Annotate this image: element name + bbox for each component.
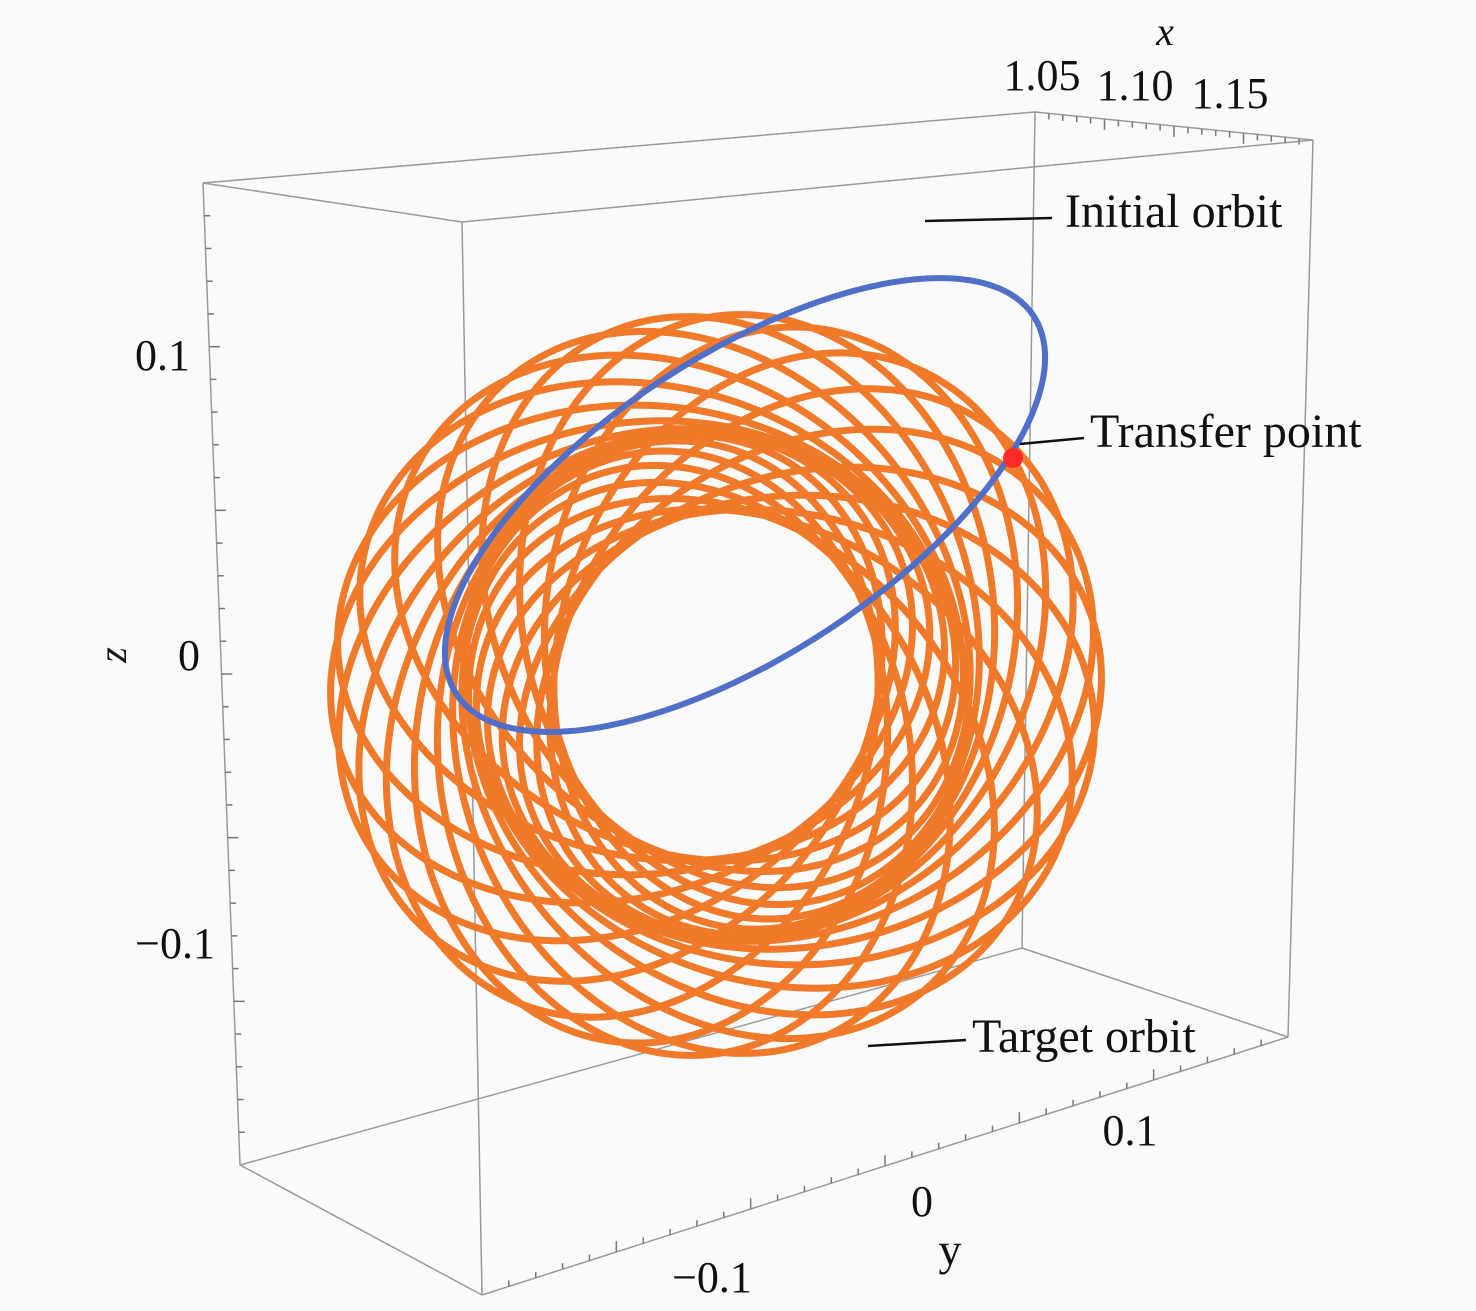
z-tick-label: −0.1 bbox=[135, 919, 215, 968]
x-tick-label: 1.15 bbox=[1192, 69, 1269, 118]
box-edge bbox=[202, 182, 463, 223]
annotation-transfer-point: Transfer point bbox=[1090, 405, 1362, 458]
x-axis-label: x bbox=[1155, 9, 1174, 54]
annotation-initial-orbit: Initial orbit bbox=[1065, 185, 1283, 238]
target-orbit-leader bbox=[867, 1038, 967, 1048]
z-tick-label: 0.1 bbox=[135, 331, 190, 380]
box-edge bbox=[239, 1164, 483, 1296]
y-axis-label: y bbox=[939, 1224, 962, 1275]
target-orbit-line bbox=[327, 311, 1105, 1059]
y-tick-label: −0.1 bbox=[672, 1253, 752, 1302]
box-edge bbox=[1021, 947, 1289, 1038]
box-edge bbox=[202, 111, 1036, 184]
box-edge bbox=[461, 139, 1314, 223]
y-tick-label: 0.1 bbox=[1103, 1106, 1158, 1155]
box-edge bbox=[239, 947, 1023, 1166]
z-tick-label: 0 bbox=[178, 631, 200, 680]
box-edge bbox=[1287, 139, 1314, 1038]
y-tick-label: 0 bbox=[911, 1177, 933, 1226]
x-tick-label: 1.05 bbox=[1004, 51, 1081, 100]
initial-orbit-leader bbox=[924, 216, 1053, 223]
initial-orbit-line bbox=[441, 275, 1049, 735]
annotation-target-orbit: Target orbit bbox=[972, 1010, 1196, 1063]
transfer-point-leader bbox=[1019, 436, 1085, 446]
tick-marks bbox=[204, 113, 1300, 1287]
z-axis-label: z bbox=[90, 647, 135, 664]
transfer-point-marker bbox=[1003, 448, 1023, 468]
x-tick-label: 1.10 bbox=[1097, 61, 1174, 110]
